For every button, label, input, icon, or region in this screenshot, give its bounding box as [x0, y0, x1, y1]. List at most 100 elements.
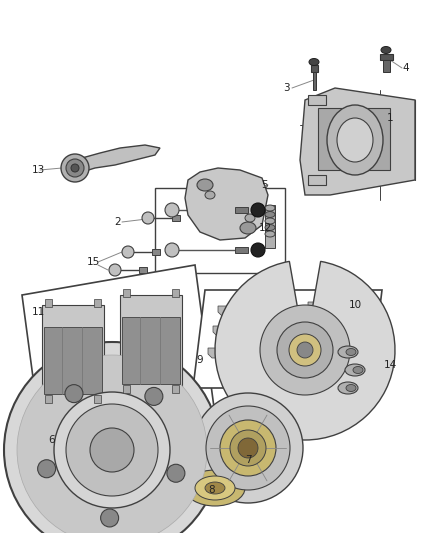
- Ellipse shape: [66, 159, 84, 177]
- Polygon shape: [208, 348, 232, 358]
- Ellipse shape: [185, 470, 245, 506]
- Ellipse shape: [265, 224, 275, 230]
- Ellipse shape: [327, 105, 383, 175]
- Ellipse shape: [251, 243, 265, 257]
- Polygon shape: [235, 207, 248, 213]
- Polygon shape: [45, 395, 52, 403]
- Ellipse shape: [38, 460, 56, 478]
- Text: 2: 2: [115, 217, 121, 227]
- Ellipse shape: [122, 246, 134, 258]
- Ellipse shape: [54, 392, 170, 508]
- Polygon shape: [311, 65, 318, 72]
- Text: 5: 5: [261, 180, 267, 190]
- Text: 15: 15: [86, 257, 99, 267]
- Ellipse shape: [238, 438, 258, 458]
- Polygon shape: [172, 289, 179, 297]
- Text: 9: 9: [197, 355, 203, 365]
- Text: 14: 14: [383, 360, 397, 370]
- Ellipse shape: [165, 243, 179, 257]
- Ellipse shape: [297, 342, 313, 358]
- Ellipse shape: [346, 349, 356, 356]
- Ellipse shape: [289, 334, 321, 366]
- Text: 1: 1: [387, 113, 393, 123]
- Ellipse shape: [195, 476, 235, 500]
- Polygon shape: [172, 385, 179, 393]
- Text: 3: 3: [283, 83, 290, 93]
- Ellipse shape: [101, 509, 119, 527]
- Polygon shape: [44, 327, 102, 394]
- Polygon shape: [193, 290, 382, 388]
- Ellipse shape: [65, 385, 83, 402]
- Polygon shape: [298, 344, 322, 354]
- Ellipse shape: [265, 218, 275, 224]
- Ellipse shape: [338, 382, 358, 394]
- Ellipse shape: [197, 179, 213, 191]
- Ellipse shape: [205, 482, 225, 494]
- Ellipse shape: [230, 430, 266, 466]
- Text: 6: 6: [49, 435, 55, 445]
- Text: 11: 11: [32, 307, 45, 317]
- Text: 10: 10: [349, 300, 361, 310]
- Ellipse shape: [265, 212, 275, 217]
- Ellipse shape: [66, 404, 158, 496]
- Text: 8: 8: [208, 485, 215, 495]
- Polygon shape: [308, 95, 326, 105]
- Polygon shape: [218, 306, 242, 316]
- Ellipse shape: [240, 222, 256, 234]
- Polygon shape: [308, 302, 332, 312]
- Polygon shape: [303, 322, 327, 332]
- Polygon shape: [68, 145, 160, 176]
- Ellipse shape: [193, 393, 303, 503]
- Ellipse shape: [61, 154, 89, 182]
- Polygon shape: [213, 326, 237, 336]
- Polygon shape: [380, 54, 393, 60]
- Ellipse shape: [265, 205, 275, 211]
- Ellipse shape: [17, 355, 207, 533]
- Polygon shape: [338, 342, 362, 352]
- Polygon shape: [122, 317, 180, 384]
- Polygon shape: [253, 346, 277, 356]
- Ellipse shape: [337, 118, 373, 162]
- Ellipse shape: [165, 203, 179, 217]
- Ellipse shape: [206, 406, 290, 490]
- Polygon shape: [383, 60, 390, 72]
- Ellipse shape: [167, 464, 185, 482]
- Polygon shape: [22, 265, 215, 445]
- Polygon shape: [263, 304, 287, 314]
- Bar: [155, 188, 285, 273]
- Ellipse shape: [90, 428, 134, 472]
- Ellipse shape: [220, 420, 276, 476]
- Polygon shape: [265, 205, 275, 248]
- Ellipse shape: [381, 46, 391, 53]
- Ellipse shape: [346, 384, 356, 392]
- Ellipse shape: [145, 387, 163, 406]
- Ellipse shape: [338, 346, 358, 358]
- Polygon shape: [152, 249, 160, 255]
- Ellipse shape: [245, 214, 255, 222]
- Ellipse shape: [71, 164, 79, 172]
- Polygon shape: [172, 215, 180, 221]
- Ellipse shape: [142, 212, 154, 224]
- Ellipse shape: [205, 191, 215, 199]
- Ellipse shape: [265, 231, 275, 237]
- Polygon shape: [123, 385, 130, 393]
- Text: 13: 13: [32, 165, 45, 175]
- Polygon shape: [45, 299, 52, 307]
- Polygon shape: [42, 305, 104, 397]
- Text: 12: 12: [258, 223, 272, 233]
- Ellipse shape: [277, 322, 333, 378]
- Ellipse shape: [309, 59, 319, 66]
- Polygon shape: [123, 289, 130, 297]
- Ellipse shape: [4, 342, 220, 533]
- Ellipse shape: [251, 203, 265, 217]
- Ellipse shape: [345, 364, 365, 376]
- Polygon shape: [94, 299, 101, 307]
- Polygon shape: [185, 168, 268, 240]
- Polygon shape: [343, 320, 367, 330]
- Polygon shape: [318, 108, 390, 170]
- Polygon shape: [120, 295, 182, 387]
- Polygon shape: [348, 300, 372, 310]
- Polygon shape: [139, 267, 147, 273]
- Polygon shape: [308, 175, 326, 185]
- Text: 4: 4: [403, 63, 410, 73]
